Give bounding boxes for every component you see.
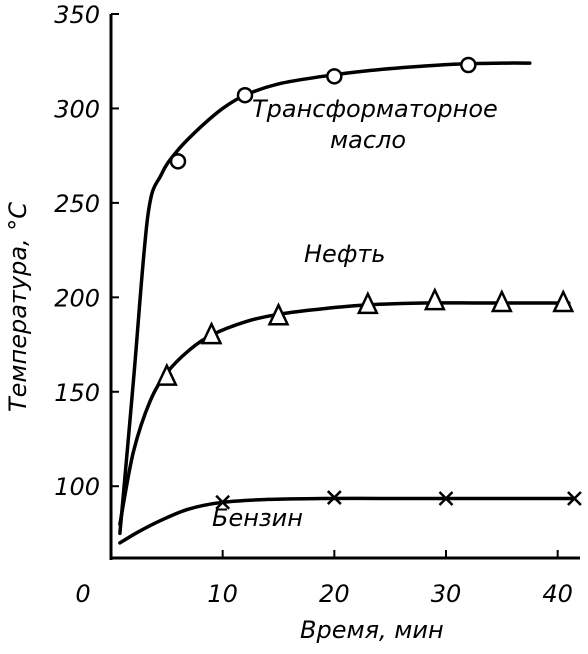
series-label-gasoline: Бензин [212,504,303,532]
series-line-oil [118,301,571,526]
y-tick-label: 350 [54,1,100,29]
series-label-oil: Нефть [304,240,385,268]
x-tick-label: 40 [542,580,573,608]
axes [109,14,580,560]
y-tick-label: 250 [54,190,100,218]
series-label-transformer-oil-line1: Трансформаторное [252,95,498,123]
x-tick-label: 30 [431,580,462,608]
data-point-triangle [490,289,513,313]
ticks: 0 10 20 30 40 100 150 200 250 300 350 [54,1,573,608]
data-point-x [567,491,582,506]
y-tick-label: 300 [54,95,100,123]
series-line-transformer-oil [118,61,532,536]
data-point-x [438,491,454,506]
data-point-triangle [356,290,379,315]
x-axis-title: Время, мин [300,616,444,644]
y-tick-label: 150 [54,379,100,407]
x-tick-label: 0 [75,580,90,608]
x-tick-label: 10 [207,580,238,608]
series-curves [118,61,577,545]
data-point-x [215,494,231,510]
series-markers [155,56,582,510]
series-label-transformer-oil-line2: масло [330,126,406,154]
data-point-circle [326,68,343,85]
data-point-triangle [200,321,223,345]
y-tick-label: 200 [54,284,100,312]
data-point-triangle [155,362,178,386]
data-point-x [326,490,342,505]
series-line-gasoline [118,496,577,545]
data-point-circle [460,56,477,74]
data-point-triangle [552,289,575,313]
y-axis-title: Температура, °C [4,202,32,412]
data-point-circle [169,153,187,170]
y-tick-label: 100 [54,473,100,501]
data-point-triangle [267,302,290,326]
data-point-circle [236,86,254,104]
x-tick-label: 20 [319,580,350,608]
data-point-triangle [423,287,446,311]
